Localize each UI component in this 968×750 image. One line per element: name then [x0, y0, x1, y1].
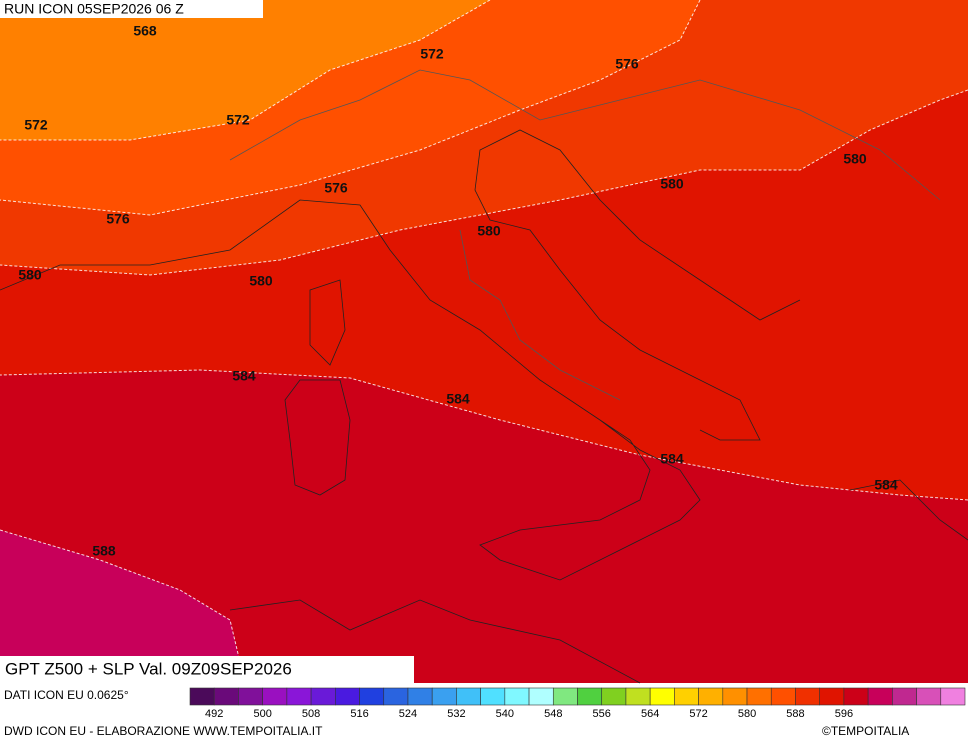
contour-label: 580 [18, 267, 42, 283]
colorbar-tick-label: 532 [447, 708, 465, 720]
color-swatch [819, 687, 845, 706]
isoline [0, 369, 968, 501]
title-box [0, 656, 414, 683]
credit: DWD ICON EU - ELABORAZIONE WWW.TEMPOITAL… [4, 724, 323, 738]
contour-label: 580 [477, 223, 501, 239]
isoline [0, 0, 491, 141]
contour-label: 584 [874, 477, 898, 493]
color-swatch [577, 687, 603, 706]
contour-label: 572 [420, 46, 444, 62]
colorbar-tick-label: 524 [399, 708, 417, 720]
colorbar: 492 500 508 516 524 532 540 548 556 564 572 580 588 5… [189, 687, 966, 720]
contour-label: 576 [106, 211, 130, 227]
colorbar-tick-label: 564 [641, 708, 659, 720]
color-swatch [722, 687, 748, 706]
colorbar-tick-label: 548 [544, 708, 562, 720]
color-swatch [335, 687, 360, 706]
contour-label: 584 [660, 451, 684, 467]
color-swatch [674, 687, 699, 706]
band-588 [0, 530, 245, 683]
color-swatch [383, 687, 409, 706]
contour-label: 576 [615, 56, 639, 72]
coastline [0, 129, 968, 684]
contour-labels: 568 572 576 572 572 576 580 580 576 580 580 580 584 5… [18, 23, 898, 559]
band-568 [0, 0, 490, 140]
color-swatch [431, 687, 457, 706]
isoline [0, 89, 968, 276]
contour-label: 568 [133, 23, 157, 39]
color-swatch [480, 687, 506, 706]
color-swatch [504, 687, 530, 706]
color-swatch [359, 687, 385, 706]
color-swatch [456, 687, 481, 706]
color-swatch [213, 687, 239, 706]
contour-label: 580 [249, 273, 273, 289]
map [0, 0, 968, 684]
color-swatch [407, 687, 433, 706]
color-swatch [189, 687, 215, 706]
color-swatch [262, 687, 288, 706]
color-swatch [601, 687, 627, 706]
color-swatch [286, 687, 312, 706]
colorbar-tick-label: 508 [302, 708, 320, 720]
contour-label: 576 [324, 180, 348, 196]
colorbar-tick-label: 556 [593, 708, 611, 720]
colorbar-tick-label: 572 [689, 708, 707, 720]
color-swatch [867, 687, 893, 706]
contour-label: 584 [446, 391, 470, 407]
colorbar-tick-label: 500 [253, 708, 271, 720]
color-swatch [552, 687, 578, 706]
header-box [0, 0, 263, 18]
contour-label: 580 [843, 151, 867, 167]
run-label: RUN ICON 05SEP2026 06 Z [4, 1, 184, 17]
colorbar-tick-label: 540 [496, 708, 514, 720]
border [229, 69, 941, 401]
color-swatch [892, 687, 917, 706]
color-swatch [238, 687, 263, 706]
color-swatch [625, 687, 651, 706]
copyright: ©TEMPOITALIA [822, 724, 909, 738]
colorbar-tick-label: 516 [350, 708, 368, 720]
contour-label: 584 [232, 368, 256, 384]
color-swatch [310, 687, 336, 706]
color-swatch [770, 687, 796, 706]
color-swatch [916, 687, 942, 706]
map-title: GPT Z500 + SLP Val. 09Z09SEP2026 [5, 659, 292, 678]
contour-label: 580 [660, 176, 684, 192]
source: DATI ICON EU 0.0625° [4, 688, 129, 702]
color-swatch [746, 687, 772, 706]
colorbar-tick-label: 596 [835, 708, 853, 720]
color-swatch [698, 687, 724, 706]
contour-label: 588 [92, 543, 116, 559]
colorbar-tick-label: 492 [205, 708, 223, 720]
colorbar-tick-label: 588 [786, 708, 804, 720]
color-swatch [795, 687, 820, 706]
color-swatch [843, 687, 869, 706]
color-swatch [649, 687, 675, 706]
contour-label: 572 [226, 112, 250, 128]
contour-label: 572 [24, 117, 48, 133]
color-swatch [940, 687, 966, 706]
colorbar-tick-label: 580 [738, 708, 756, 720]
color-swatch [528, 687, 554, 706]
